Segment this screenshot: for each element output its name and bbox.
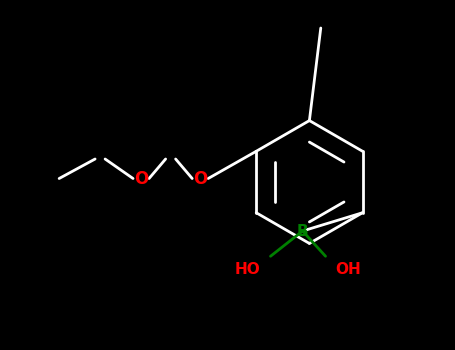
Text: B: B <box>297 224 308 238</box>
Text: HO: HO <box>235 262 260 277</box>
Text: OH: OH <box>336 262 361 277</box>
Text: O: O <box>134 169 148 188</box>
Text: O: O <box>193 169 207 188</box>
